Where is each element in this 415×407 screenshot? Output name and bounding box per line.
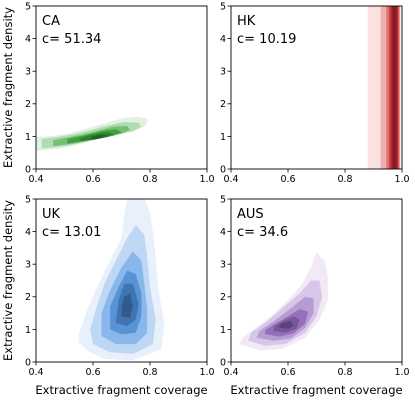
panel-label: HK xyxy=(237,14,256,29)
panel-label: CA xyxy=(42,14,60,29)
x-tick-label: 0.4 xyxy=(223,367,238,378)
panel-ca: 0 1 2 3 4 5 0.4 0.6 0.8 1.0 CA c= 51.34 Extractive f… xyxy=(1,1,215,185)
y-tick-label: 4 xyxy=(220,34,226,45)
y-tick-label: 2 xyxy=(220,292,226,303)
plot-frame xyxy=(35,198,208,363)
plot-frame xyxy=(230,198,403,363)
y-tick-label: 3 xyxy=(220,67,226,78)
x-axis-title: Extractive fragment coverage xyxy=(230,383,402,397)
y-tick-label: 3 xyxy=(25,67,31,78)
density-level-6 xyxy=(392,6,397,169)
y-tick-label: 0 xyxy=(25,357,31,368)
y-tick-label: 1 xyxy=(220,132,226,143)
y-tick-label: 5 xyxy=(25,194,31,205)
panel-annotation: c= 51.34 xyxy=(42,32,101,47)
x-axis-title: Extractive fragment coverage xyxy=(35,383,207,397)
density-level-6 xyxy=(279,321,294,329)
y-tick-label: 5 xyxy=(220,194,226,205)
y-tick-label: 4 xyxy=(220,227,226,238)
x-tick-label: 0.4 xyxy=(28,367,43,378)
panel-uk: 0 1 2 3 4 5 0.4 0.6 0.8 1.0 UK c= 13.01 Extractive f… xyxy=(1,194,215,397)
y-tick-label: 0 xyxy=(220,357,226,368)
density-contours xyxy=(36,116,148,152)
x-tick-label: 0.8 xyxy=(337,174,352,185)
y-tick-label: 4 xyxy=(25,227,31,238)
y-tick-label: 2 xyxy=(25,99,31,110)
density-level-6 xyxy=(90,134,108,140)
density-contours xyxy=(78,199,165,361)
density-contours xyxy=(239,252,328,351)
x-tick-label: 0.4 xyxy=(28,174,43,185)
y-tick-label: 2 xyxy=(25,292,31,303)
plot-frame xyxy=(230,5,403,170)
x-tick-label: 0.8 xyxy=(142,174,157,185)
y-tick-label: 0 xyxy=(25,164,31,175)
y-tick-label: 2 xyxy=(220,99,226,110)
x-tick-label: 0.8 xyxy=(337,367,352,378)
density-level-6 xyxy=(121,293,133,318)
x-tick-label: 0.6 xyxy=(280,367,295,378)
y-tick-label: 0 xyxy=(220,164,226,175)
panel-annotation: c= 10.19 xyxy=(237,32,296,47)
x-tick-label: 1.0 xyxy=(394,367,409,378)
y-tick-label: 1 xyxy=(220,325,226,336)
panel-annotation: c= 34.6 xyxy=(237,225,288,240)
y-tick-label: 3 xyxy=(25,260,31,271)
x-tick-label: 1.0 xyxy=(199,367,214,378)
x-tick-label: 0.4 xyxy=(223,174,238,185)
y-tick-label: 1 xyxy=(25,132,31,143)
x-tick-label: 0.6 xyxy=(280,174,295,185)
y-tick-label: 5 xyxy=(25,1,31,12)
x-tick-label: 0.6 xyxy=(85,367,100,378)
y-tick-label: 4 xyxy=(25,34,31,45)
plot-frame xyxy=(35,5,208,170)
panel-annotation: c= 13.01 xyxy=(42,225,101,240)
x-tick-label: 1.0 xyxy=(199,174,214,185)
panel-label: UK xyxy=(42,207,61,222)
x-tick-label: 0.6 xyxy=(85,174,100,185)
y-tick-label: 3 xyxy=(220,260,226,271)
panel-label: AUS xyxy=(237,207,264,222)
y-axis-title: Extractive fragment density xyxy=(1,200,15,361)
x-tick-label: 1.0 xyxy=(394,174,409,185)
y-axis-title: Extractive fragment density xyxy=(1,7,15,168)
x-tick-label: 0.8 xyxy=(142,367,157,378)
panel-aus: 0 1 2 3 4 5 0.4 0.6 0.8 1.0 AUS c= 34.6 Extractive f… xyxy=(220,194,410,397)
density-contours xyxy=(367,6,401,169)
y-tick-label: 1 xyxy=(25,325,31,336)
panel-hk: 0 1 2 3 4 5 0.4 0.6 0.8 1.0 HK c= 10.19 xyxy=(220,1,410,185)
y-tick-label: 5 xyxy=(220,1,226,12)
